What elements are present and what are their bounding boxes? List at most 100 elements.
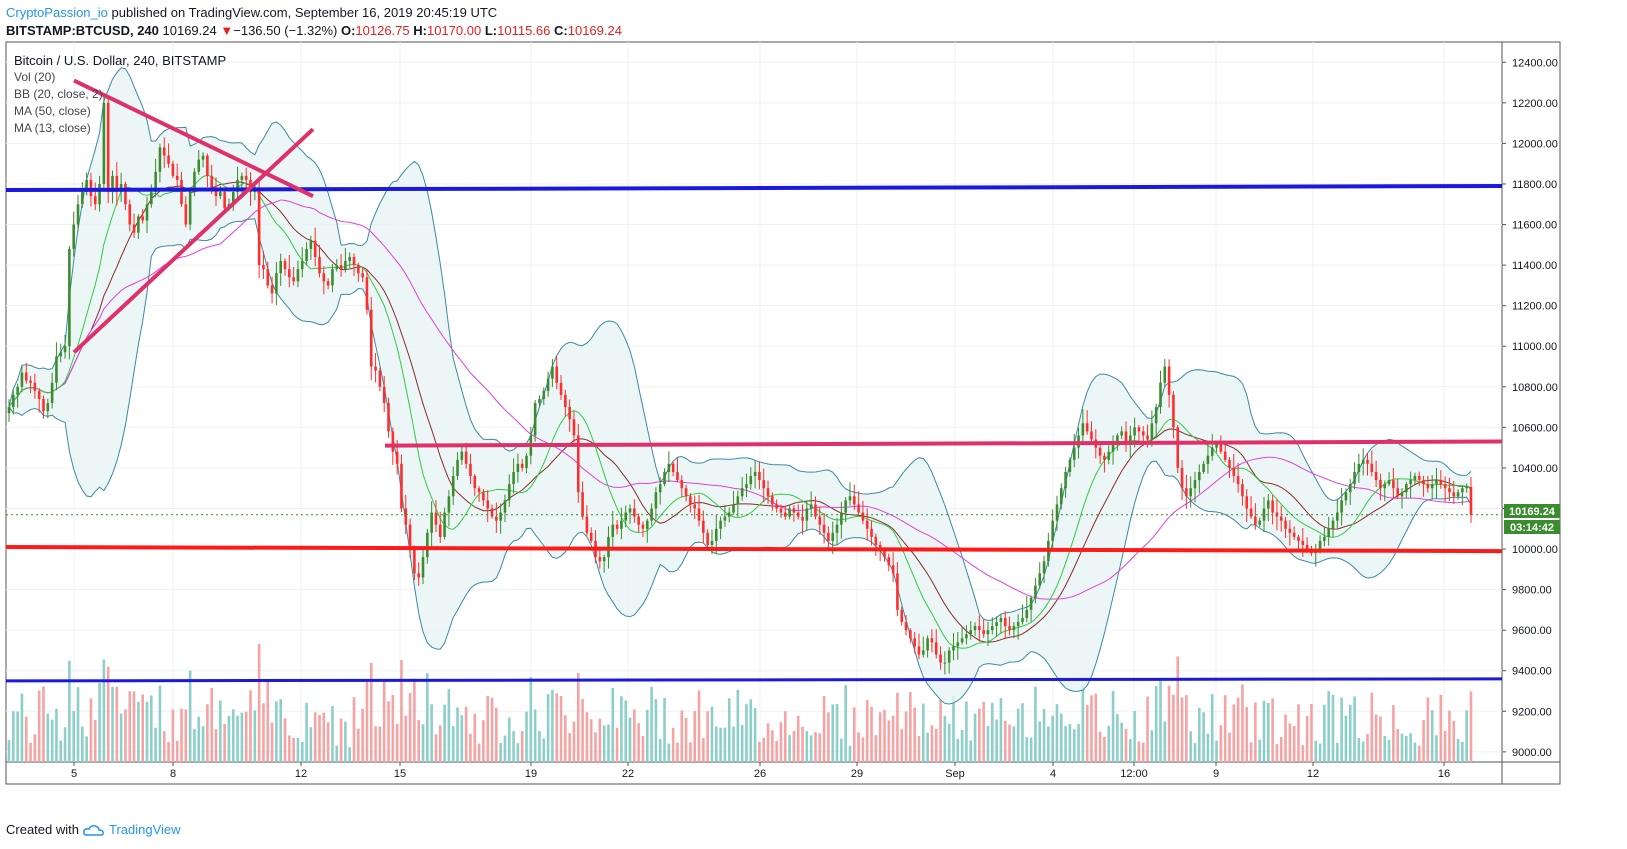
- volume-bar: [1133, 710, 1136, 762]
- candle-body: [1254, 516, 1257, 525]
- time-tick-label: 26: [754, 768, 766, 780]
- volume-bar: [1452, 720, 1456, 762]
- low-label: L:: [484, 23, 498, 38]
- volume-bar: [1008, 724, 1011, 762]
- volume-bar: [1249, 742, 1253, 762]
- candle-body: [865, 520, 869, 529]
- legend-volume[interactable]: Vol (20): [14, 70, 56, 84]
- candle-body: [783, 512, 787, 517]
- candle-body: [978, 626, 981, 631]
- price-tick-label: 10800.00: [1512, 382, 1558, 394]
- volume-bar: [909, 692, 912, 762]
- candle-body: [1318, 540, 1322, 550]
- volume-bar: [676, 742, 679, 762]
- legend-ma13[interactable]: MA (13, close): [14, 121, 91, 135]
- volume-bar: [447, 689, 451, 762]
- volume-bar: [382, 680, 386, 762]
- volume-bar: [244, 711, 248, 762]
- candle-body: [473, 476, 477, 489]
- volume-bar: [624, 700, 628, 762]
- candle-body: [292, 277, 295, 282]
- tradingview-brand[interactable]: TradingView: [108, 822, 181, 837]
- candle-body: [93, 196, 97, 205]
- volume-bar: [1111, 690, 1115, 762]
- candle-body: [262, 265, 265, 270]
- volume-bar: [469, 733, 472, 762]
- volume-bar: [1085, 704, 1089, 762]
- candle-body: [1012, 626, 1016, 631]
- candle-body: [671, 463, 675, 472]
- volume-bar: [1422, 719, 1425, 762]
- volume-bar: [1461, 741, 1464, 762]
- candle-body: [1413, 476, 1417, 481]
- candle-body: [72, 224, 75, 249]
- candle-body: [814, 504, 817, 517]
- volume-bar: [1318, 743, 1322, 762]
- candle-body: [1167, 366, 1171, 395]
- candle-body: [486, 500, 490, 509]
- candle-body: [348, 256, 351, 262]
- candle-body: [1111, 443, 1115, 452]
- volume-bar: [1141, 742, 1145, 762]
- legend-bollinger[interactable]: BB (20, close, 2): [14, 87, 103, 101]
- candle-body: [1098, 447, 1102, 456]
- volume-bar: [1072, 729, 1076, 762]
- volume-bar: [1185, 695, 1188, 762]
- volume-bar: [551, 690, 554, 762]
- candle-body: [943, 662, 947, 664]
- volume-bar: [1202, 712, 1205, 762]
- volume-bar: [671, 727, 675, 762]
- candle-body: [158, 147, 162, 172]
- volume-bar: [1370, 692, 1374, 762]
- volume-bar: [93, 719, 97, 762]
- volume-bar: [1262, 700, 1266, 762]
- volume-bar: [1448, 710, 1451, 762]
- volume-bar: [1439, 694, 1443, 762]
- volume-bar: [227, 715, 231, 762]
- volume-bar: [930, 725, 934, 762]
- countdown-badge-text: 03:14:42: [1510, 522, 1554, 534]
- candle-body: [874, 536, 878, 545]
- price-tick-label: 12400.00: [1512, 57, 1558, 69]
- author-link[interactable]: CryptoPassion_io: [6, 5, 108, 20]
- candle-body: [76, 204, 80, 225]
- candle-body: [714, 528, 718, 541]
- volume-bar: [1336, 742, 1339, 762]
- volume-bar: [473, 713, 477, 762]
- candle-body: [1249, 508, 1253, 517]
- chart-frame: [5, 41, 1561, 785]
- volume-bar: [1219, 725, 1223, 762]
- volume-bar: [883, 709, 886, 762]
- volume-bar: [1055, 704, 1059, 762]
- candle-body: [1159, 382, 1162, 408]
- candle-body: [1232, 467, 1236, 477]
- volume-bar: [848, 745, 852, 762]
- volume-bar: [654, 699, 658, 762]
- candle-body: [1409, 480, 1412, 485]
- volume-bar: [275, 701, 278, 762]
- candle-body: [102, 102, 106, 184]
- volume-bar: [68, 660, 71, 762]
- volume-bars: [7, 644, 1473, 762]
- candle-body: [387, 403, 390, 432]
- volume-bar: [1284, 714, 1287, 762]
- volume-bar: [1379, 716, 1382, 762]
- volume-bar: [1323, 704, 1326, 762]
- volume-bar: [1344, 715, 1348, 762]
- bollinger-bands: [8, 67, 1472, 705]
- candle-body: [391, 431, 395, 452]
- candle-body: [602, 557, 606, 562]
- volume-bar: [758, 741, 761, 762]
- candle-body: [434, 512, 438, 525]
- legend-ma50[interactable]: MA (50, close): [14, 104, 91, 118]
- volume-bar: [1245, 707, 1249, 762]
- candle-body: [740, 488, 744, 497]
- candle-body: [710, 540, 714, 545]
- candle-body: [917, 646, 921, 655]
- volume-bar: [904, 711, 908, 762]
- volume-bar: [740, 725, 744, 762]
- volume-bar: [219, 700, 222, 762]
- volume-bar: [499, 742, 502, 762]
- candle-body: [85, 179, 88, 193]
